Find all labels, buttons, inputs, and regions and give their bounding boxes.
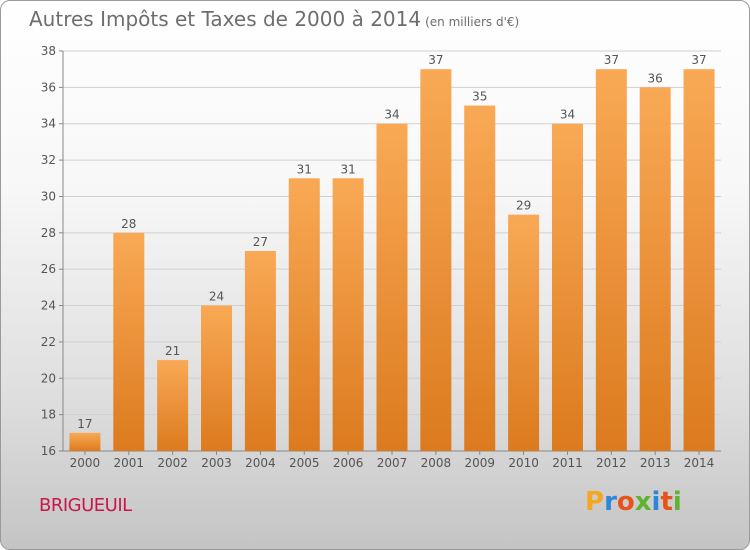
y-tick-label: 18 [41,408,56,422]
logo-letter: P [585,487,605,517]
bar-2007 [376,123,408,452]
bar-2011 [551,123,583,452]
y-tick-label: 24 [41,299,56,313]
y-tick-label: 26 [41,262,56,276]
town-name: BRIGUEUIL [39,495,132,516]
logo-letter: o [616,487,635,517]
y-tick-label: 22 [41,335,56,349]
proxiti-logo: Proxiti [585,487,682,517]
chart-title: Autres Impôts et Taxes de 2000 à 2014 (en… [29,7,519,31]
y-tick-label: 38 [41,44,56,58]
x-tick-label-2006: 2006 [333,456,364,470]
value-label-2014: 37 [691,53,706,67]
logo-letter: t [660,487,673,517]
x-tick-label-2007: 2007 [377,456,408,470]
bar-2010 [508,214,540,451]
value-label-2013: 36 [648,71,663,85]
x-tick-label-2013: 2013 [640,456,671,470]
value-label-2010: 29 [516,199,531,213]
bar-2008 [420,69,452,451]
value-label-2003: 24 [209,290,224,304]
value-label-2007: 34 [384,108,399,122]
title-unit: (en milliers d'€) [425,15,520,29]
x-tick-label-2002: 2002 [157,456,188,470]
x-tick-label-2012: 2012 [596,456,627,470]
bar-2012 [595,69,627,451]
logo-letter: i [651,487,661,517]
value-label-2001: 28 [121,217,136,231]
y-tick-label: 34 [41,117,56,131]
logo-letter: i [672,487,682,517]
x-tick-label-2014: 2014 [684,456,715,470]
bar-2005 [288,178,320,452]
value-label-2011: 34 [560,108,575,122]
bar-2002 [157,360,189,451]
x-tick-label-2010: 2010 [508,456,539,470]
bar-2000 [69,432,101,451]
y-tick-label: 16 [41,444,56,458]
value-label-2002: 21 [165,344,180,358]
y-tick-label: 30 [41,189,56,203]
y-tick-label: 28 [41,226,56,240]
title-text: Autres Impôts et Taxes de 2000 à 2014 [29,7,422,31]
x-tick-label-2011: 2011 [552,456,583,470]
value-label-2009: 35 [472,90,487,104]
x-tick-label-2008: 2008 [421,456,452,470]
x-tick-label-2003: 2003 [201,456,232,470]
bars [69,69,715,452]
x-tick-label-2000: 2000 [70,456,101,470]
value-label-2005: 31 [297,162,312,176]
bar-2001 [113,232,145,451]
bar-2003 [201,305,233,451]
y-tick-label: 32 [41,153,56,167]
bar-2013 [639,87,671,451]
value-label-2006: 31 [340,162,355,176]
logo-letter: r [604,487,617,517]
bar-2014 [683,69,715,451]
bar-2009 [464,105,496,451]
y-tick-label: 36 [41,80,56,94]
bar-2004 [244,251,276,451]
value-label-2008: 37 [428,53,443,67]
x-tick-label-2004: 2004 [245,456,276,470]
value-label-2004: 27 [253,235,268,249]
value-label-2000: 17 [77,417,92,431]
logo-letter: x [634,487,652,517]
x-tick-label-2005: 2005 [289,456,320,470]
bar-2006 [332,178,364,452]
x-tick-label-2009: 2009 [464,456,495,470]
y-tick-label: 20 [41,371,56,385]
x-tick-label-2001: 2001 [114,456,145,470]
labels: 16 18 20 22 24 26 28 30 32 34 36 38 17 2000 28 2001 21 20… [41,44,715,470]
value-label-2012: 37 [604,53,619,67]
